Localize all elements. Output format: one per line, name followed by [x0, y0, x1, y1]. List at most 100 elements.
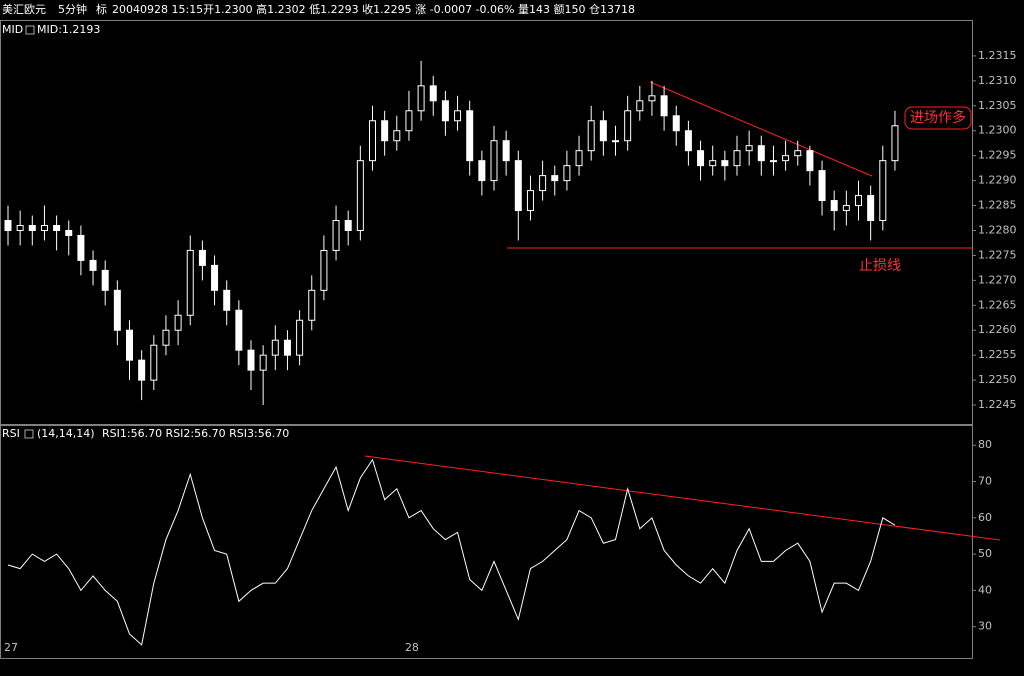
candle-body	[490, 140, 498, 182]
y-tick-label: 1.2245	[978, 398, 1017, 411]
candle-body	[235, 309, 243, 351]
y-tick-label: 60	[978, 511, 992, 524]
quote: 20040928 15:15开1.2300 高1.2302 低1.2293 收1…	[112, 2, 635, 16]
candle-body	[429, 85, 437, 102]
candle-body	[332, 220, 340, 251]
annotation-box	[904, 106, 972, 130]
candle-body	[539, 175, 547, 192]
panel-title: RSI	[2, 427, 20, 440]
candle-body	[648, 95, 656, 102]
candle-body	[308, 289, 316, 321]
legend: RSI1:56.70 RSI2:56.70 RSI3:56.70	[102, 427, 289, 440]
y-tick-label: 1.2255	[978, 348, 1017, 361]
candle-body	[247, 349, 255, 371]
y-tick-label: 1.2300	[978, 124, 1017, 137]
panel-title: MID	[2, 23, 23, 36]
candle-body	[162, 329, 170, 346]
candle-body	[77, 234, 85, 261]
y-tick-label: 1.2280	[978, 223, 1017, 236]
candle-body	[126, 329, 133, 361]
candle-body	[842, 205, 850, 212]
collapse-icon	[25, 25, 35, 35]
candle-body	[101, 269, 109, 291]
y-tick-label: 1.2290	[978, 174, 1017, 187]
candle-body	[551, 175, 559, 182]
candle-body	[769, 160, 777, 163]
candle-body	[575, 150, 583, 167]
candle-body	[721, 160, 729, 167]
y-tick-label: 70	[978, 475, 992, 488]
candle-body	[174, 314, 182, 331]
candle-body	[138, 359, 146, 381]
candle-body	[223, 289, 231, 311]
y-tick-label: 30	[978, 620, 992, 633]
candle-body	[514, 160, 522, 212]
candle-body	[526, 190, 534, 212]
candle-body	[612, 140, 619, 143]
y-tick-label: 1.2295	[978, 149, 1017, 162]
candle-body	[466, 110, 474, 162]
x-tick-label: 27	[4, 641, 18, 654]
candle-body	[782, 155, 790, 162]
candle-body	[65, 229, 73, 236]
period: 5分钟	[58, 2, 87, 16]
candle-body	[198, 249, 206, 266]
candle-body	[891, 125, 899, 162]
y-tick-label: 1.2315	[978, 49, 1017, 62]
candle-body	[818, 170, 826, 202]
candle-body	[502, 140, 510, 162]
candle-body	[296, 319, 304, 356]
x-tick-label: 28	[405, 641, 419, 654]
candle-body	[587, 120, 595, 152]
candle-body	[441, 100, 449, 122]
candle-body	[28, 224, 36, 231]
price-panel	[0, 20, 973, 425]
rsi-trend-line	[364, 455, 1001, 541]
candle-body	[271, 339, 279, 356]
candle-body	[186, 249, 194, 316]
candle-body	[697, 150, 705, 167]
rsi-line	[7, 458, 896, 646]
candle-body	[113, 289, 121, 331]
y-tick-label: 1.2310	[978, 74, 1017, 87]
annotation: 止损线	[859, 258, 901, 274]
collapse-icon	[24, 429, 34, 439]
symbol: 美汇欧元	[2, 3, 46, 16]
annotation: 进场作多	[910, 109, 966, 126]
candle-body	[806, 150, 814, 172]
y-tick-label: 50	[978, 547, 992, 560]
y-tick-label: 1.2250	[978, 373, 1017, 386]
candle-body	[320, 249, 328, 291]
legend: MID:1.2193	[37, 23, 100, 36]
candle-body	[53, 224, 61, 231]
candle-body	[478, 160, 486, 182]
candle-body	[381, 120, 389, 142]
candle-body	[855, 195, 862, 207]
candle-body	[709, 160, 717, 167]
flag: 标	[96, 2, 107, 16]
candle-body	[16, 224, 24, 231]
y-tick-label: 1.2285	[978, 199, 1017, 212]
rsi-panel	[0, 425, 973, 659]
y-tick-label: 1.2260	[978, 323, 1017, 336]
candle-body	[757, 145, 765, 162]
candle-body	[454, 110, 462, 122]
candle-body	[89, 259, 97, 271]
y-tick-label: 40	[978, 583, 992, 596]
candle-body	[879, 160, 887, 222]
candle-body	[672, 115, 680, 132]
candle-body	[830, 200, 838, 212]
candle-body	[745, 145, 753, 152]
candle-body	[259, 354, 267, 371]
candle-body	[599, 120, 607, 142]
candle-body	[624, 110, 632, 142]
candle-body	[150, 344, 158, 381]
trend-line	[649, 81, 873, 177]
candle-body	[405, 110, 413, 132]
candle-body	[211, 264, 219, 291]
y-tick-label: 80	[978, 438, 992, 451]
candle-body	[733, 150, 741, 167]
candle-body	[684, 130, 692, 152]
candle-body	[794, 150, 802, 157]
